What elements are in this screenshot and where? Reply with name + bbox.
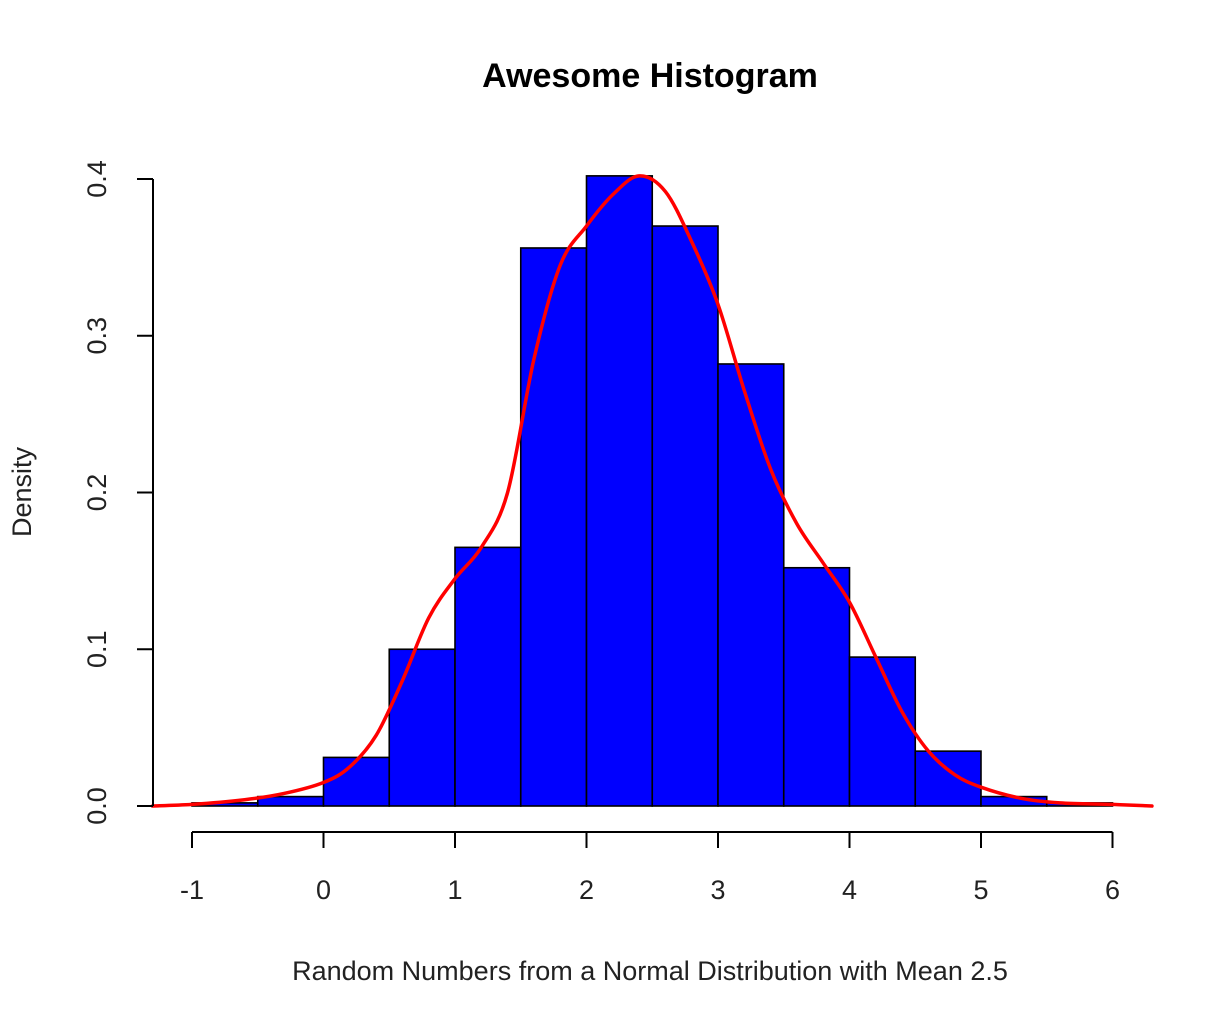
bars-layer xyxy=(191,175,1114,807)
histogram-bar-5 xyxy=(519,247,588,807)
x-tick-label: 2 xyxy=(579,875,594,905)
histogram-bar-7 xyxy=(651,225,719,807)
x-tick-label: -1 xyxy=(180,875,204,905)
histogram-bar-4 xyxy=(454,546,522,807)
x-axis-label: Random Numbers from a Normal Distributio… xyxy=(292,956,1008,986)
x-tick-label: 6 xyxy=(1105,875,1120,905)
histogram-bar-11 xyxy=(914,750,982,807)
x-tick-label: 1 xyxy=(447,875,462,905)
histogram-bar-2 xyxy=(322,756,391,807)
x-tick-label: 3 xyxy=(710,875,725,905)
y-tick-label: 0.4 xyxy=(82,160,112,198)
y-tick-label: 0.3 xyxy=(82,317,112,355)
histogram-bar-8 xyxy=(717,363,785,807)
y-axis-label: Density xyxy=(7,446,37,537)
histogram-bar-3 xyxy=(388,648,456,807)
x-tick-label: 4 xyxy=(842,875,857,905)
chart-title: Awesome Histogram xyxy=(482,57,818,95)
density-curve-layer xyxy=(150,174,1154,808)
y-tick-label: 0.0 xyxy=(82,787,112,825)
y-axis: 0.0 0.1 0.2 0.3 0.4 xyxy=(82,160,154,825)
density-curve xyxy=(150,174,1154,808)
x-tick-label: 5 xyxy=(973,875,988,905)
x-tick-label: 0 xyxy=(316,875,331,905)
y-tick-label: 0.2 xyxy=(82,474,112,512)
histogram-bar-9 xyxy=(782,566,851,807)
histogram-bar-10 xyxy=(848,656,917,807)
x-axis: -1 0 1 2 3 4 5 6 xyxy=(180,831,1120,905)
histogram-bar-6 xyxy=(585,175,654,807)
y-tick-label: 0.1 xyxy=(82,630,112,668)
